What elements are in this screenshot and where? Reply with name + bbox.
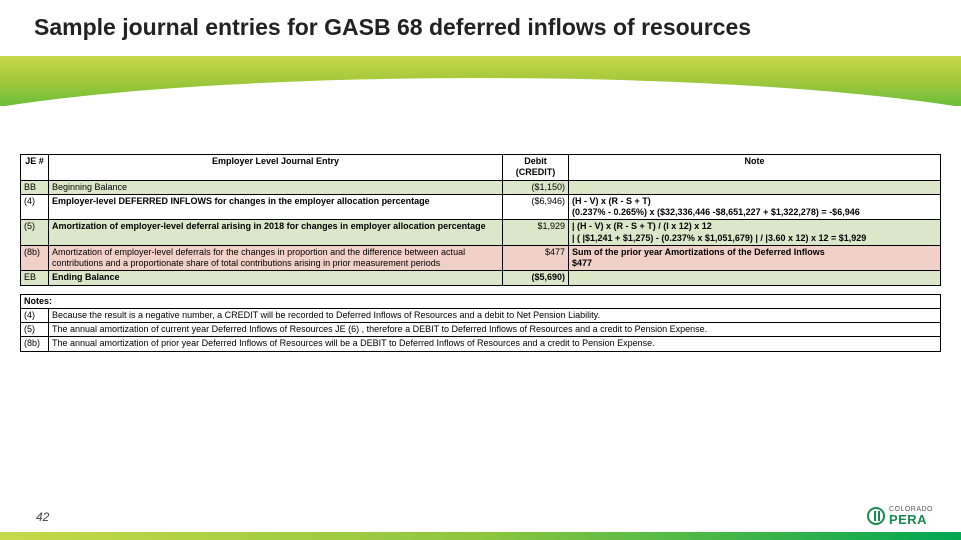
cell-desc-text: Employer-level DEFERRED INFLOWS for chan… <box>52 196 430 206</box>
cell-note: | (H - V) x (R - S + T) / (I x 12) x 12 … <box>569 220 941 246</box>
cell-je: EB <box>21 271 49 285</box>
cell-desc-text: Ending Balance <box>52 272 120 282</box>
title-area: Sample journal entries for GASB 68 defer… <box>0 0 961 41</box>
table-row: (5) Amortization of employer-level defer… <box>21 220 941 246</box>
table-row: (5) The annual amortization of current y… <box>21 323 941 337</box>
cell-amt: ($6,946) <box>503 194 569 220</box>
logo-icon <box>867 507 885 525</box>
col-header-amt: Debit (CREDIT) <box>503 155 569 181</box>
table-row: (8b) Amortization of employer-level defe… <box>21 245 941 271</box>
cell-desc: Beginning Balance <box>49 180 503 194</box>
cell-je: (8b) <box>21 245 49 271</box>
logo-text: COLORADO PERA <box>889 506 933 526</box>
page-title: Sample journal entries for GASB 68 defer… <box>34 14 961 41</box>
cell-amt: $477 <box>503 245 569 271</box>
cell-je: BB <box>21 180 49 194</box>
table-row: (4) Because the result is a negative num… <box>21 308 941 322</box>
cell-desc: Employer-level DEFERRED INFLOWS for chan… <box>49 194 503 220</box>
cell-je: (5) <box>21 220 49 246</box>
cell-note <box>569 271 941 285</box>
cell-desc: Amortization of employer-level deferral … <box>49 220 503 246</box>
notes-header-row: Notes: <box>21 294 941 308</box>
cell-desc-text: Amortization of employer-level deferral … <box>52 221 486 231</box>
logo: COLORADO PERA <box>867 506 933 526</box>
table-row: (8b) The annual amortization of prior ye… <box>21 337 941 351</box>
content-area: JE # Employer Level Journal Entry Debit … <box>20 154 941 352</box>
journal-table: JE # Employer Level Journal Entry Debit … <box>20 154 941 286</box>
cell-desc: Ending Balance <box>49 271 503 285</box>
cell-amt: $1,929 <box>503 220 569 246</box>
cell-note: (H - V) x (R - S + T) (0.237% - 0.265%) … <box>569 194 941 220</box>
table-row: (4) Employer-level DEFERRED INFLOWS for … <box>21 194 941 220</box>
col-header-desc: Employer Level Journal Entry <box>49 155 503 181</box>
footer: 42 COLORADO PERA <box>0 500 961 540</box>
note-je: (4) <box>21 308 49 322</box>
table-row: BB Beginning Balance ($1,150) <box>21 180 941 194</box>
table-row: EB Ending Balance ($5,690) <box>21 271 941 285</box>
notes-table: Notes: (4) Because the result is a negat… <box>20 294 941 352</box>
cell-je: (4) <box>21 194 49 220</box>
note-text: Because the result is a negative number,… <box>49 308 941 322</box>
note-text: The annual amortization of current year … <box>49 323 941 337</box>
note-text: The annual amortization of prior year De… <box>49 337 941 351</box>
notes-header: Notes: <box>21 294 941 308</box>
page-number: 42 <box>36 510 49 524</box>
cell-amt-text: ($5,690) <box>531 272 565 282</box>
cell-amt: ($5,690) <box>503 271 569 285</box>
note-je: (8b) <box>21 337 49 351</box>
col-header-note: Note <box>569 155 941 181</box>
note-je: (5) <box>21 323 49 337</box>
cell-note: Sum of the prior year Amortizations of t… <box>569 245 941 271</box>
cell-note <box>569 180 941 194</box>
journal-header-row: JE # Employer Level Journal Entry Debit … <box>21 155 941 181</box>
col-header-je: JE # <box>21 155 49 181</box>
logo-line2: PERA <box>889 513 933 526</box>
footer-accent-line <box>0 532 961 540</box>
cell-desc: Amortization of employer-level deferrals… <box>49 245 503 271</box>
cell-amt: ($1,150) <box>503 180 569 194</box>
